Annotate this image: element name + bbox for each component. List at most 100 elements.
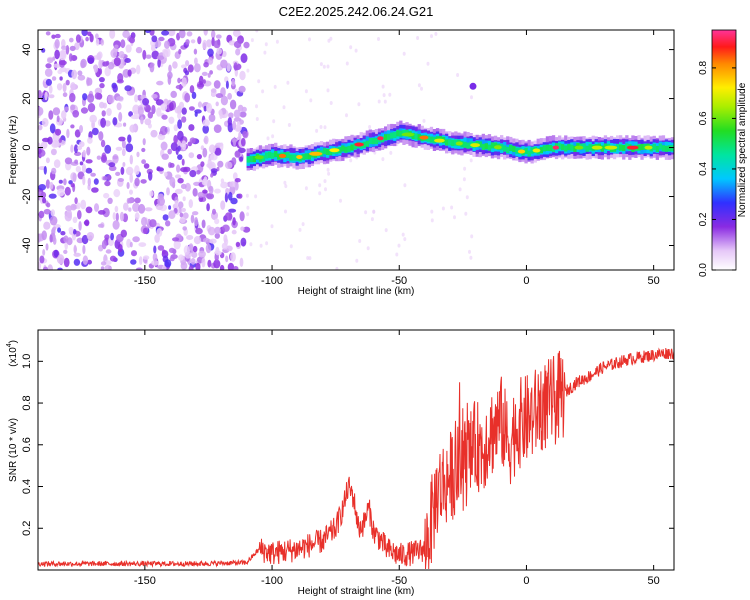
spectrogram-noise-blob	[201, 178, 208, 186]
spectrogram-noise-blob	[70, 82, 76, 91]
spectrogram-noise-blob	[44, 68, 53, 77]
spectrogram-noise-blob	[207, 72, 211, 78]
spectrogram-noise-blob	[208, 114, 216, 122]
spectrogram-noise-blob	[184, 70, 190, 76]
snr-multiplier-exp: 4	[6, 343, 13, 347]
spectrogram-noise-blob	[215, 34, 222, 39]
spectrogram-noise-blob	[229, 99, 237, 110]
spectrogram-noise-blob	[117, 244, 123, 253]
spectrogram-noise-blob	[90, 172, 96, 177]
spectrogram-signal-cell	[545, 144, 550, 151]
spectrogram-noise-blob	[176, 164, 181, 173]
spectrogram-noise-blob	[370, 217, 374, 222]
spectrogram-noise-blob	[354, 48, 358, 53]
spectrogram-noise-blob	[147, 111, 153, 119]
spectrogram-noise-blob	[188, 106, 195, 111]
spectrogram-noise-blob	[94, 203, 99, 212]
spectrogram-signal-cell	[347, 145, 351, 152]
spectrogram-noise-blob	[48, 193, 57, 199]
spectrogram-noise-blob	[364, 210, 368, 215]
spectrogram-noise-blob	[232, 217, 236, 226]
spectrogram-signal-cell	[390, 132, 394, 139]
spectrogram-noise-blob	[127, 69, 132, 77]
spectrogram-noise-blob	[87, 137, 93, 144]
spectrogram-noise-blob	[160, 125, 168, 136]
spectrogram-noise-blob	[64, 157, 73, 165]
spectrogram-noise-blob	[193, 236, 202, 245]
spectrogram-noise-blob	[143, 163, 150, 169]
spectrogram-noise-blob	[174, 106, 181, 114]
spectrogram-noise-blob	[239, 70, 246, 81]
spectrogram-noise-blob	[214, 232, 220, 239]
spectrogram-noise-blob	[69, 37, 74, 43]
spectrogram-noise-blob	[150, 129, 158, 138]
spectrogram-noise-blob	[152, 252, 158, 262]
spectrogram-signal-cell	[561, 144, 565, 151]
spectrogram-noise-blob	[174, 200, 179, 207]
spectrogram-noise-blob	[283, 180, 287, 185]
spectrogram-noise-blob	[238, 147, 246, 154]
spectrogram-noise-blob	[42, 137, 50, 143]
spectrogram-noise-blob	[185, 60, 190, 67]
spectrogram-noise-blob	[186, 31, 193, 37]
spectrogram-noise-blob	[140, 116, 144, 125]
spectrogram-noise-blob	[61, 110, 67, 120]
spectrogram-noise-blob	[304, 186, 308, 191]
spectrogram-noise-blob	[124, 85, 132, 92]
spectrogram-noise-blob	[191, 251, 198, 258]
spectrogram-noise-blob	[77, 74, 86, 81]
spectrogram-noise-blob	[327, 171, 331, 176]
spectrogram-noise-blob	[174, 174, 182, 179]
spectrogram-noise-blob	[74, 159, 78, 164]
spectrogram-noise-blob	[217, 160, 224, 168]
spectrogram-signal-peak	[574, 145, 584, 150]
spectrogram-noise-blob	[48, 84, 53, 94]
spectrogram-noise-blob	[137, 106, 144, 116]
spectrogram-noise-blob	[47, 57, 54, 64]
spectrogram-noise-blob	[259, 243, 263, 248]
spectrogram-noise-blob	[104, 144, 112, 154]
spectrogram-noise-blob	[121, 139, 126, 149]
spectrogram-noise-blob	[366, 246, 370, 251]
spectrogram-noise-blob	[177, 145, 181, 152]
spectrogram-noise-blob	[54, 33, 61, 39]
spectrogram-noise-blob	[465, 195, 469, 200]
spectrogram-noise-blob	[220, 95, 228, 106]
spectrogram-noise-blob	[45, 157, 50, 164]
spectrogram-noise-blob	[242, 130, 248, 138]
spectrogram-noise-blob	[177, 112, 182, 119]
spectrogram-noise-blob	[430, 218, 434, 223]
spectrogram-signal-cell	[567, 144, 571, 151]
spectrogram-noise-blob	[47, 264, 53, 270]
spectrogram-noise-blob	[98, 59, 103, 70]
spectrogram-noise-blob	[238, 85, 246, 93]
spectrogram-noise-blob	[200, 145, 205, 151]
spectrogram-noise-blob	[381, 84, 385, 89]
spectrogram-noise-blob	[165, 220, 171, 227]
spectrogram-noise-blob	[56, 254, 65, 265]
spectrogram-noise-blob	[101, 110, 106, 117]
spectrogram-noise-blob	[209, 153, 218, 161]
spectrogram-noise-blob	[151, 94, 158, 99]
spectrogram-noise-blob	[203, 135, 209, 145]
spectrogram-noise-blob	[151, 260, 159, 266]
spectrogram-noise-blob	[224, 161, 233, 169]
spectrogram-noise-blob	[194, 111, 198, 117]
spectrogram-signal-cell	[661, 145, 666, 152]
spectrogram-noise-blob	[81, 30, 88, 37]
spectrogram-noise-blob	[201, 257, 206, 268]
spectrogram-noise-blob	[255, 117, 259, 121]
spectrogram-noise-blob	[222, 224, 230, 232]
spectrogram-noise-blob	[233, 40, 242, 49]
spectrogram-noise-blob	[86, 77, 93, 86]
spectrogram-noise-blob	[358, 239, 362, 243]
spectrogram-noise-blob	[202, 237, 210, 243]
spectrogram-noise-blob	[284, 209, 287, 214]
spectrogram-noise-blob	[216, 47, 222, 55]
spectrogram-noise-blob	[270, 224, 274, 229]
spectrogram-noise-blob	[318, 183, 322, 188]
spectrogram-noise-blob	[119, 211, 125, 222]
spectrogram-noise-blob	[181, 116, 187, 123]
spectrogram-noise-blob	[58, 138, 62, 143]
spectrogram-signal-peak	[591, 145, 603, 150]
